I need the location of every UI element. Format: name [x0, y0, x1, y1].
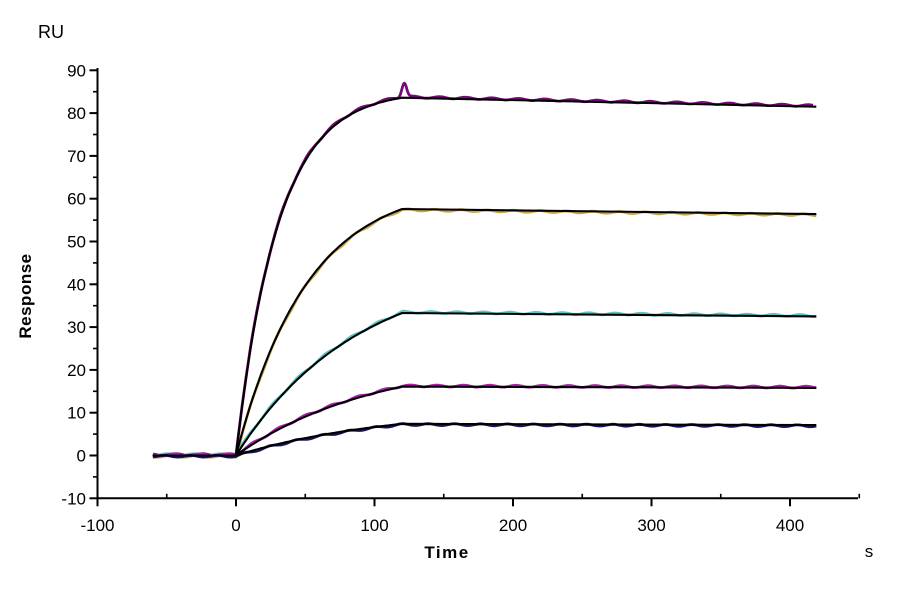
y-tick-label: 20 [67, 361, 86, 380]
x-tick-label: 0 [231, 516, 240, 535]
y-tick-label: 70 [67, 147, 86, 166]
y-tick-label: 60 [67, 190, 86, 209]
x-tick-label: 100 [360, 516, 388, 535]
x-axis-title: Time [424, 543, 470, 562]
y-axis-unit-label: RU [38, 22, 64, 42]
y-tick-label: 0 [77, 447, 86, 466]
y-tick-label: 90 [67, 61, 86, 80]
y-tick-label: 50 [67, 233, 86, 252]
fit-curve-sensorgram-1-highest-conc [152, 96, 817, 457]
y-tick-label: 30 [67, 318, 86, 337]
x-tick-label: 400 [776, 516, 804, 535]
data-curve-sensorgram-3 [152, 309, 817, 458]
x-tick-label: -100 [80, 516, 114, 535]
x-axis-unit-label: s [864, 542, 874, 561]
fit-curve-sensorgram-3 [152, 311, 817, 457]
fit-curve-sensorgram-5-lowest-conc [152, 422, 817, 457]
y-tick-label: 80 [67, 104, 86, 123]
fit-curve-sensorgram-2 [152, 207, 817, 457]
y-tick-label: -10 [61, 489, 86, 508]
y-tick-label: 10 [67, 404, 86, 423]
y-tick-label: 40 [67, 275, 86, 294]
x-tick-label: 200 [499, 516, 527, 535]
x-tick-label: 300 [637, 516, 665, 535]
fit-curve-sensorgram-4 [152, 385, 817, 457]
